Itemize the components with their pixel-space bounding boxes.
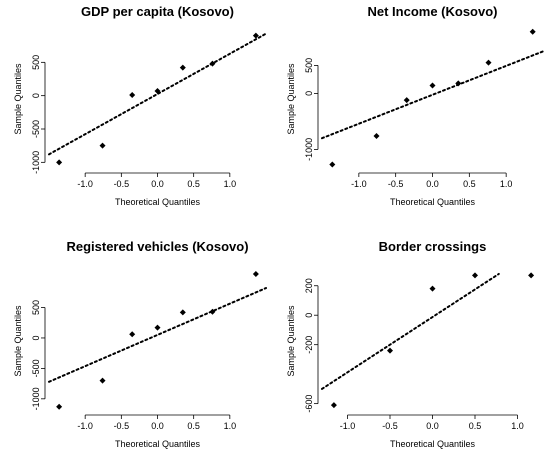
x-tick-label: -0.5 (114, 179, 130, 189)
qq-panel-2: Net Income (Kosovo) -1.0 -0.5 0.0 0.5 1.0 -100… (286, 4, 544, 207)
y-tick-label: 500 (31, 300, 41, 315)
data-point (154, 88, 161, 94)
y-tick-label: 0 (31, 93, 41, 98)
y-tick-label: 500 (304, 58, 314, 73)
y-tick-label: -1000 (31, 387, 41, 410)
x-tick-label: -0.5 (114, 421, 130, 431)
x-tick-label: 1.0 (224, 421, 237, 431)
y-axis-label: Sample Quantiles (13, 63, 23, 135)
data-point (429, 285, 436, 292)
data-point (528, 272, 535, 279)
panel-title: Border crossings (379, 239, 487, 254)
x-tick-label: -0.5 (382, 421, 398, 431)
data-point (252, 271, 259, 278)
data-point (472, 272, 478, 279)
x-tick-label: 0.0 (426, 421, 439, 431)
x-axis-label: Theoretical Quantiles (390, 197, 476, 207)
x-tick-label: -1.0 (351, 179, 367, 189)
qq-reference-line (321, 50, 544, 140)
data-point (129, 92, 136, 98)
y-tick-label: -1000 (304, 138, 314, 161)
x-tick-label: 0.5 (187, 179, 200, 189)
y-axis-label: Sample Quantiles (286, 63, 296, 135)
data-point (56, 403, 63, 410)
x-tick-label: 1.0 (511, 421, 524, 431)
y-tick-label: -1000 (31, 151, 41, 174)
x-tick-label: 0.5 (469, 421, 482, 431)
qq-panel-4: Border crossings -1.0 -0.5 0.0 0.5 1.0 -600 -20… (286, 239, 535, 449)
qq-reference-line (321, 272, 500, 390)
y-tick-label: 0 (304, 313, 314, 318)
data-point (56, 159, 63, 166)
data-point (403, 97, 410, 104)
y-axis-label: Sample Quantiles (286, 305, 296, 377)
data-point (209, 60, 216, 67)
data-point (99, 142, 106, 149)
x-tick-label: 0.0 (151, 421, 164, 431)
y-tick-label: -600 (304, 395, 314, 413)
x-tick-label: 0.5 (187, 421, 200, 431)
qq-panel-1: GDP per capita (Kosovo) -1.0 -0.5 0.0 0.5 1.0… (13, 4, 267, 207)
x-tick-label: -1.0 (77, 421, 93, 431)
x-tick-label: -0.5 (388, 179, 404, 189)
y-axis-label: Sample Quantiles (13, 305, 23, 377)
x-tick-label: 0.0 (151, 179, 164, 189)
data-point (455, 80, 462, 87)
data-point (329, 161, 336, 168)
data-point (252, 32, 259, 39)
y-tick-label: -500 (31, 120, 41, 138)
x-tick-label: 1.0 (500, 179, 513, 189)
data-point (99, 377, 106, 384)
data-point (129, 331, 136, 338)
data-point (179, 309, 186, 316)
panel-title: Net Income (Kosovo) (367, 4, 497, 19)
x-axis-label: Theoretical Quantiles (115, 197, 201, 207)
x-tick-label: 1.0 (224, 179, 237, 189)
data-point (209, 308, 216, 315)
x-tick-label: 0.5 (463, 179, 476, 189)
y-tick-label: -200 (304, 336, 314, 354)
x-axis-label: Theoretical Quantiles (390, 439, 476, 449)
x-tick-label: 0.0 (426, 179, 439, 189)
data-point (429, 82, 436, 89)
data-point (529, 28, 536, 35)
qq-panel-3: Registered vehicles (Kosovo) -1.0 -0.5 0.0 0… (13, 239, 267, 449)
data-point (387, 347, 393, 354)
y-tick-label: 200 (304, 278, 314, 293)
qq-reference-line (48, 287, 267, 383)
data-point (154, 324, 161, 331)
y-tick-label: 0 (31, 335, 41, 340)
panel-title: Registered vehicles (Kosovo) (66, 239, 248, 254)
x-tick-label: -1.0 (77, 179, 93, 189)
data-point (330, 402, 337, 409)
data-point (179, 64, 186, 71)
x-axis-label: Theoretical Quantiles (115, 439, 201, 449)
data-point (373, 132, 380, 139)
data-point (485, 59, 492, 66)
y-tick-label: 0 (304, 91, 314, 96)
panel-title: GDP per capita (Kosovo) (81, 4, 234, 19)
y-tick-label: -500 (31, 359, 41, 377)
x-tick-label: -1.0 (340, 421, 356, 431)
y-tick-label: 500 (31, 55, 41, 70)
